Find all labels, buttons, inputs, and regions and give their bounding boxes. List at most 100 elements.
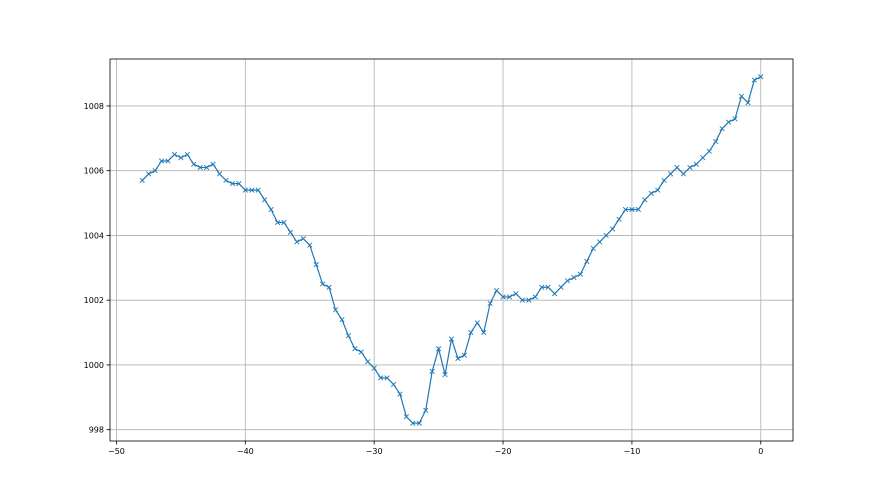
x-tick-label: 0 <box>758 447 763 456</box>
data-point-marker <box>242 187 248 193</box>
data-point-marker <box>597 239 603 245</box>
data-point-marker <box>558 284 564 290</box>
data-point-marker <box>352 346 358 352</box>
data-point-marker <box>371 365 377 371</box>
data-point-marker <box>365 359 371 365</box>
data-point-marker <box>468 329 474 336</box>
x-tick-label: −20 <box>495 447 512 456</box>
data-point-marker <box>493 287 500 294</box>
data-point-marker <box>307 242 313 248</box>
data-point-marker <box>255 187 261 193</box>
y-tick-label: 1006 <box>84 167 104 176</box>
data-point-marker <box>455 355 461 362</box>
data-point-marker <box>751 77 757 83</box>
y-tick-label: 1000 <box>84 361 104 370</box>
data-point-marker <box>551 291 558 297</box>
data-point-marker <box>216 171 223 177</box>
data-point-marker <box>403 414 410 420</box>
data-point-marker <box>680 171 687 177</box>
data-point-marker <box>539 284 545 290</box>
plot-frame <box>109 58 794 442</box>
data-point-marker <box>313 261 319 268</box>
data-point-marker <box>268 206 274 213</box>
data-point-marker <box>622 206 629 213</box>
data-point-marker <box>577 271 583 277</box>
data-point-marker <box>448 336 455 342</box>
data-point-marker <box>725 119 732 125</box>
data-point-marker <box>397 391 403 397</box>
data-point-marker <box>532 294 538 300</box>
data-point-marker <box>165 158 171 164</box>
data-point-marker <box>358 349 364 355</box>
data-point-marker <box>332 307 339 313</box>
data-point-marker <box>655 187 661 193</box>
data-point-marker <box>719 125 725 132</box>
data-point-marker <box>184 151 190 158</box>
data-point-marker <box>423 407 429 413</box>
data-point-marker <box>674 164 680 171</box>
data-point-marker <box>616 216 622 222</box>
data-point-marker <box>442 372 448 378</box>
x-tick-label: −10 <box>623 447 640 456</box>
data-point-marker <box>642 197 648 203</box>
data-point-marker <box>706 148 712 154</box>
data-point-marker <box>487 300 493 307</box>
data-point-marker <box>249 187 255 193</box>
data-point-marker <box>378 375 384 381</box>
series <box>139 74 764 426</box>
data-point-marker <box>158 158 165 164</box>
y-tick-label: 1004 <box>84 231 104 240</box>
data-point-marker <box>571 274 577 281</box>
data-point-marker <box>545 284 551 290</box>
data-point-marker <box>416 420 422 426</box>
data-point-marker <box>461 352 468 358</box>
data-point-marker <box>474 320 480 326</box>
data-point-marker <box>506 294 513 300</box>
x-tick-label: −40 <box>237 447 254 456</box>
data-point-marker <box>758 74 764 80</box>
data-point-marker <box>339 316 345 323</box>
data-point-marker <box>229 181 236 187</box>
data-point-marker <box>667 171 674 177</box>
data-point-marker <box>687 164 693 171</box>
data-point-marker <box>590 245 596 251</box>
data-point-marker <box>281 219 287 226</box>
data-point-marker <box>236 181 242 187</box>
data-point-marker <box>513 291 519 297</box>
data-point-marker <box>700 155 706 161</box>
data-point-marker <box>603 232 609 239</box>
data-point-marker <box>732 116 738 122</box>
series-line <box>141 76 762 424</box>
data-point-marker <box>152 168 158 174</box>
data-point-marker <box>693 161 699 167</box>
data-point-marker <box>197 164 203 171</box>
data-point-marker <box>287 229 294 235</box>
data-point-marker <box>435 346 442 352</box>
data-point-marker <box>210 161 216 167</box>
data-point-marker <box>300 236 306 242</box>
data-point-marker <box>661 177 667 184</box>
data-point-marker <box>564 278 571 284</box>
data-point-marker <box>713 138 719 145</box>
data-point-marker <box>326 284 332 290</box>
data-point-marker <box>410 420 416 426</box>
data-point-marker <box>635 206 641 213</box>
data-point-marker <box>320 281 326 287</box>
x-tick-label: −50 <box>108 447 125 456</box>
y-tick-label: 998 <box>89 426 104 435</box>
y-tick-label: 1002 <box>84 296 104 305</box>
data-point-marker <box>584 258 590 264</box>
data-point-marker <box>139 177 145 184</box>
data-point-marker <box>345 333 352 339</box>
data-point-marker <box>519 297 525 303</box>
grid <box>110 59 793 441</box>
y-tick-label: 1008 <box>84 102 104 111</box>
data-point-marker <box>274 219 281 226</box>
data-point-marker <box>294 239 300 245</box>
data-point-marker <box>178 155 184 161</box>
data-point-marker <box>429 368 435 375</box>
data-point-marker <box>223 177 229 184</box>
data-point-marker <box>384 375 390 381</box>
x-tick-label: −30 <box>366 447 383 456</box>
